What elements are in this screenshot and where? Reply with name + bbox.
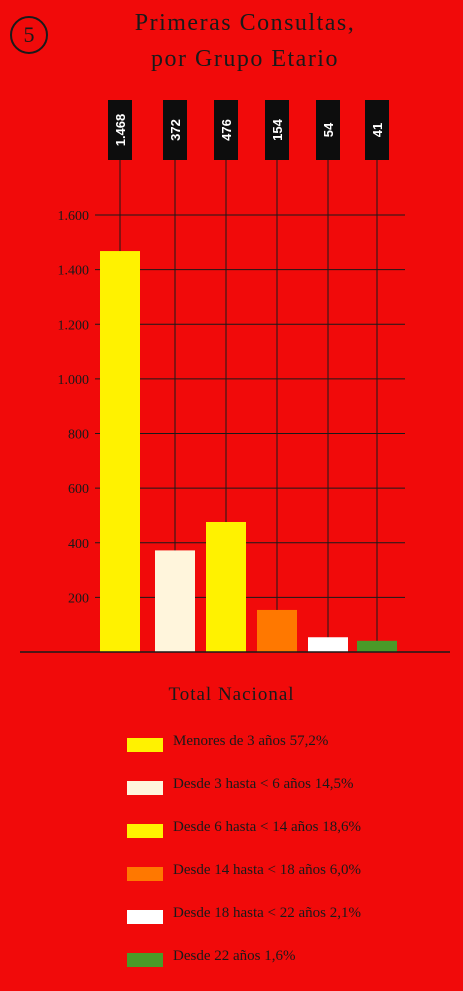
legend-label: Desde 3 hasta < 6 años 14,5% bbox=[173, 776, 354, 792]
legend-label: Desde 14 hasta < 18 años 6,0% bbox=[173, 862, 362, 878]
chart-title-line2: por Grupo Etario bbox=[151, 46, 339, 72]
legend-label: Menores de 3 años 57,2% bbox=[173, 733, 329, 749]
y-tick-label: 1.600 bbox=[58, 209, 90, 224]
chart-title: Primeras Consultas, bbox=[134, 10, 356, 36]
data-label: 372 bbox=[168, 119, 183, 141]
legend-label: Desde 6 hasta < 14 años 18,6% bbox=[173, 819, 362, 835]
figure-number-badge: 5 bbox=[10, 16, 48, 54]
y-tick-label: 200 bbox=[68, 591, 89, 606]
value-label-box bbox=[214, 100, 238, 160]
bar bbox=[206, 521, 246, 652]
y-tick-label: 400 bbox=[68, 537, 89, 552]
data-label: 54 bbox=[321, 122, 336, 137]
value-label-box bbox=[316, 100, 340, 160]
bar-chart: 200 400 600 800 1.000 1.200 1.400 1.600 1.468 372… bbox=[20, 100, 450, 653]
legend-label: Desde 18 hasta < 22 años 2,1% bbox=[173, 905, 362, 921]
legend-label: Desde 22 años 1,6% bbox=[173, 948, 296, 964]
bar bbox=[308, 637, 348, 652]
value-label-box bbox=[365, 100, 389, 160]
bar bbox=[155, 550, 195, 652]
bar bbox=[257, 609, 297, 652]
legend-swatch bbox=[127, 910, 163, 924]
y-tick-label: 1.400 bbox=[58, 264, 90, 279]
y-tick-label: 1.000 bbox=[58, 373, 90, 388]
data-label: 1.468 bbox=[113, 114, 128, 147]
legend-swatch bbox=[127, 781, 163, 795]
data-label: 41 bbox=[370, 123, 385, 137]
data-label: 476 bbox=[219, 119, 234, 141]
legend-swatch bbox=[127, 738, 163, 752]
legend-swatch bbox=[127, 953, 163, 967]
value-label-box bbox=[265, 100, 289, 160]
bar bbox=[357, 640, 397, 652]
legend-swatch bbox=[127, 824, 163, 838]
y-tick-label: 1.200 bbox=[58, 318, 90, 333]
value-label-box bbox=[163, 100, 187, 160]
value-label-box bbox=[108, 100, 132, 160]
bar bbox=[100, 251, 140, 653]
data-label: 154 bbox=[270, 118, 285, 140]
legend-swatch bbox=[127, 867, 163, 881]
y-tick-label: 800 bbox=[68, 428, 89, 443]
chart-subtitle: Total Nacional bbox=[168, 684, 295, 705]
y-tick-label: 600 bbox=[68, 482, 89, 497]
